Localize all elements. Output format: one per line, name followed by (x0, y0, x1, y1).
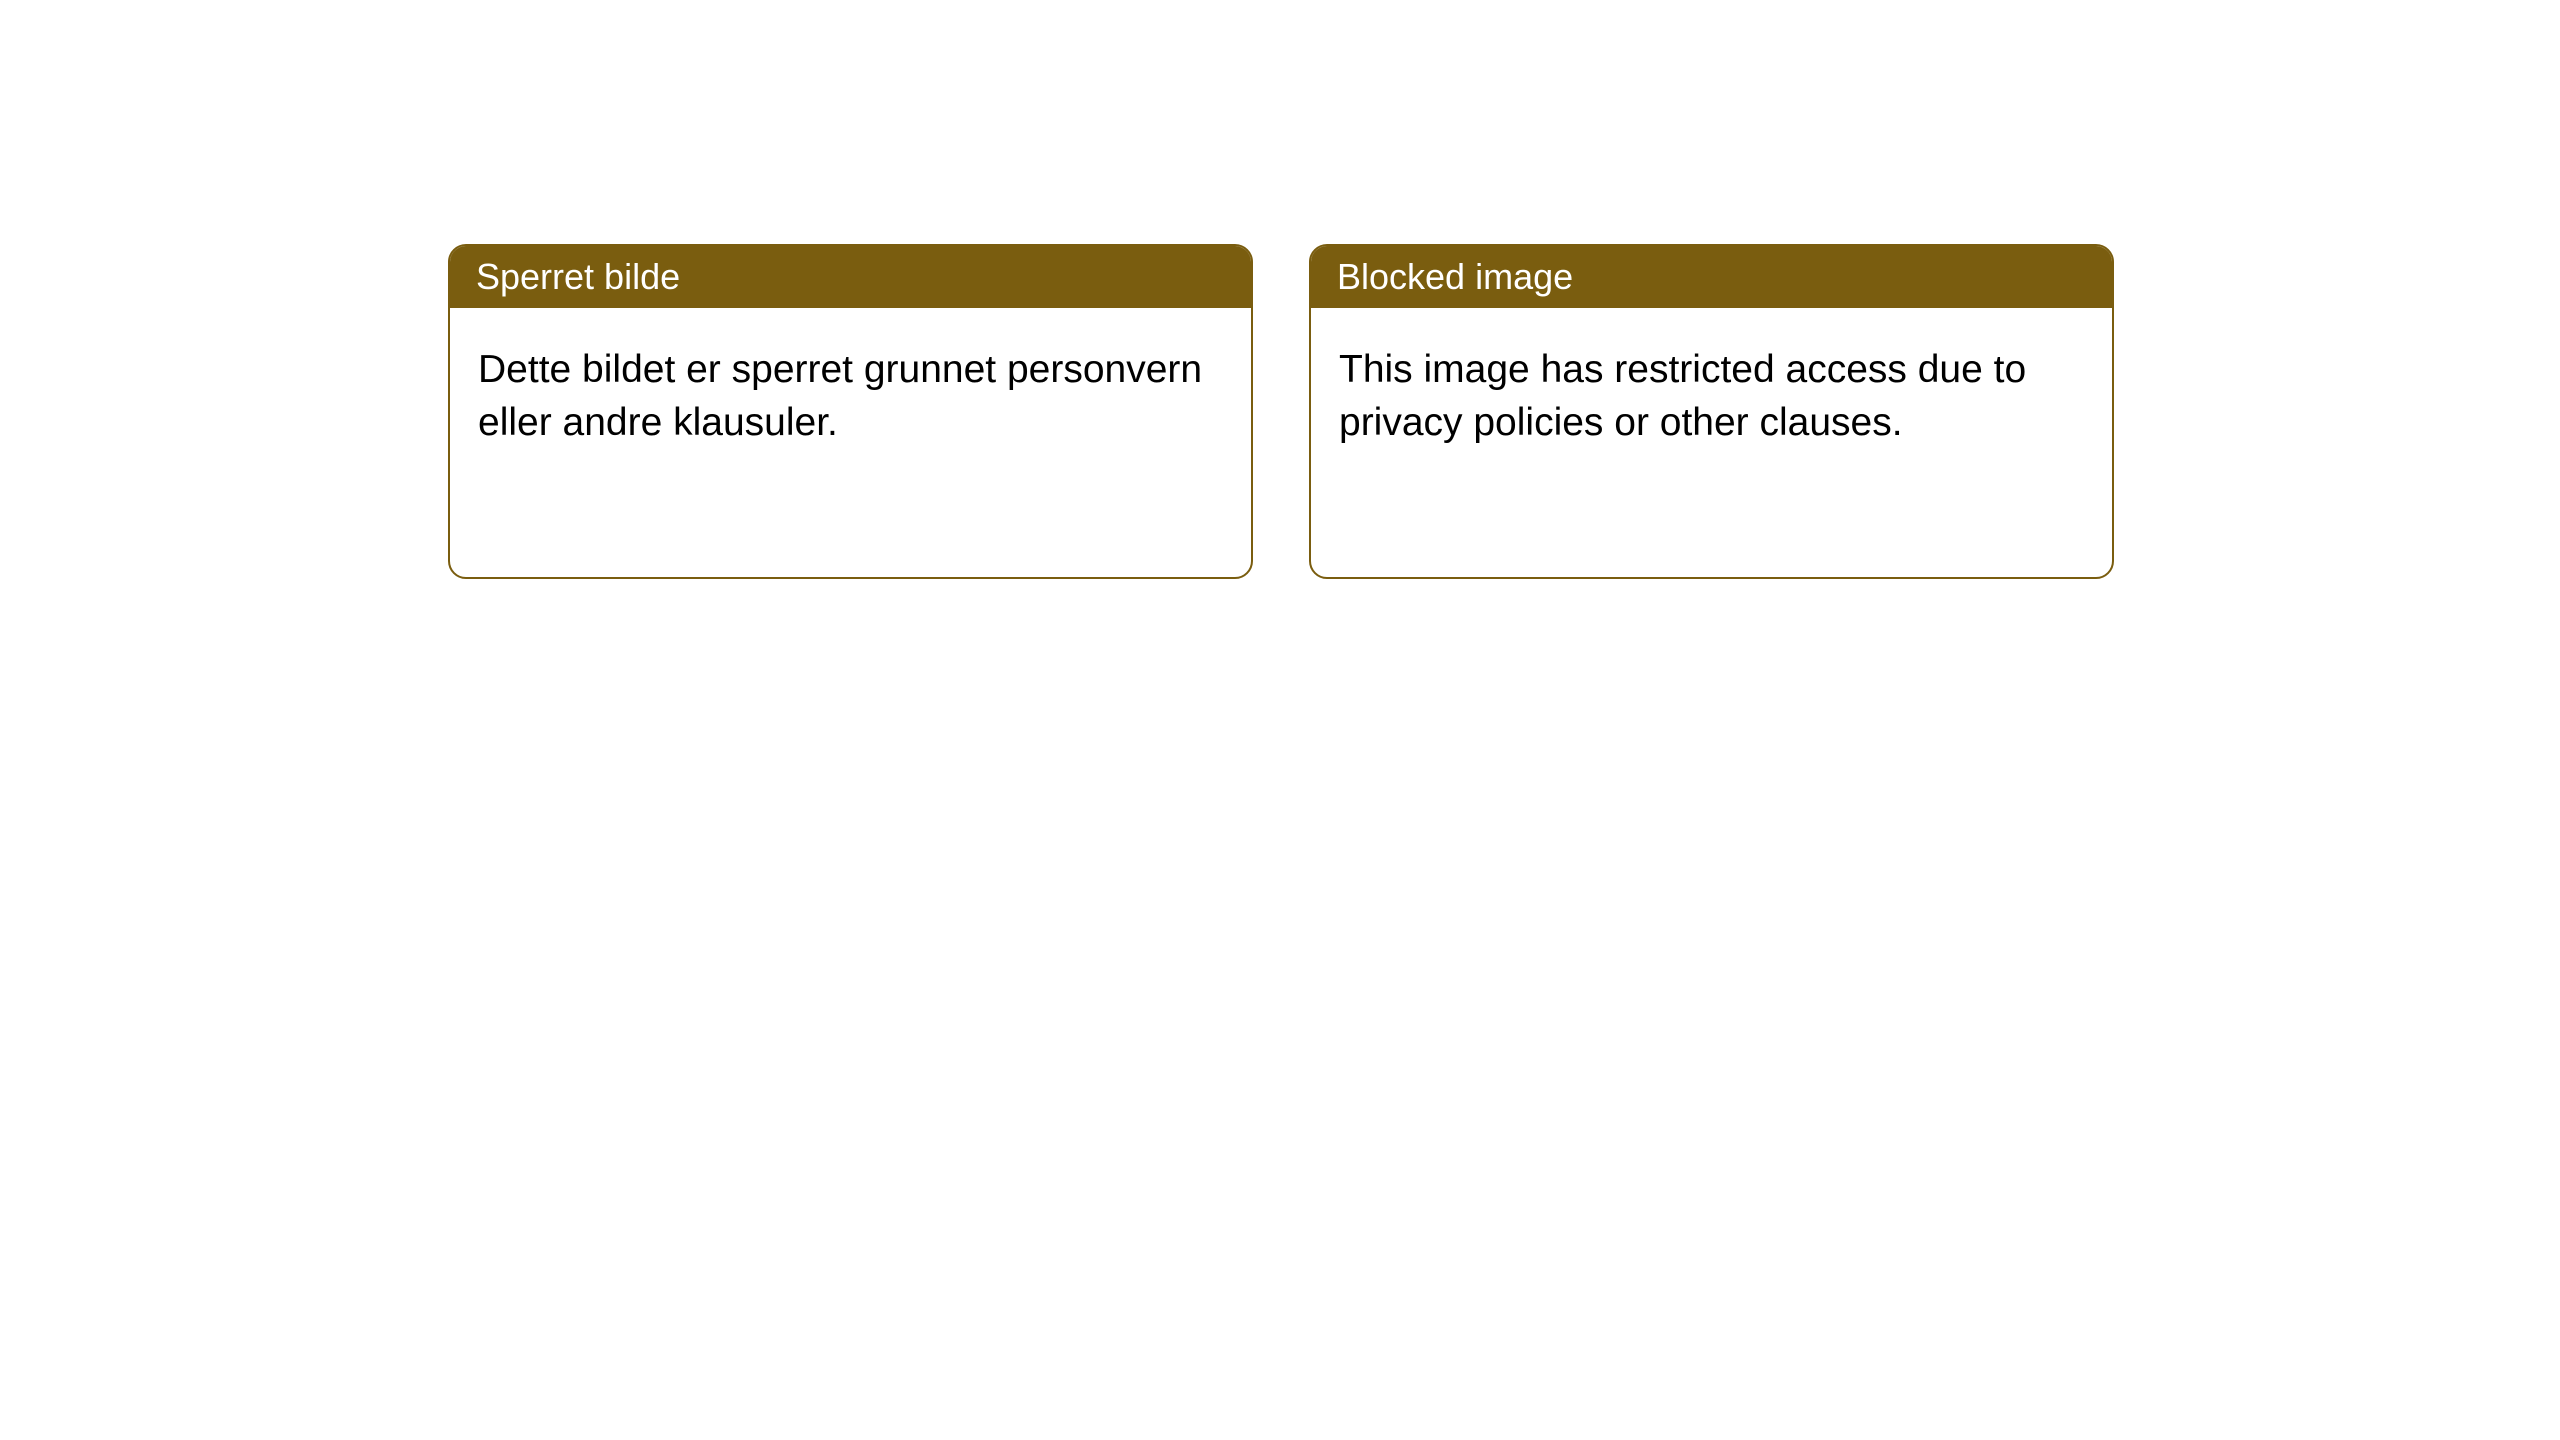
notice-body-norwegian: Dette bildet er sperret grunnet personve… (450, 308, 1251, 485)
notice-container: Sperret bilde Dette bildet er sperret gr… (0, 0, 2560, 579)
notice-box-english: Blocked image This image has restricted … (1309, 244, 2114, 579)
notice-title-norwegian: Sperret bilde (450, 246, 1251, 308)
notice-box-norwegian: Sperret bilde Dette bildet er sperret gr… (448, 244, 1253, 579)
notice-body-english: This image has restricted access due to … (1311, 308, 2112, 485)
notice-title-english: Blocked image (1311, 246, 2112, 308)
